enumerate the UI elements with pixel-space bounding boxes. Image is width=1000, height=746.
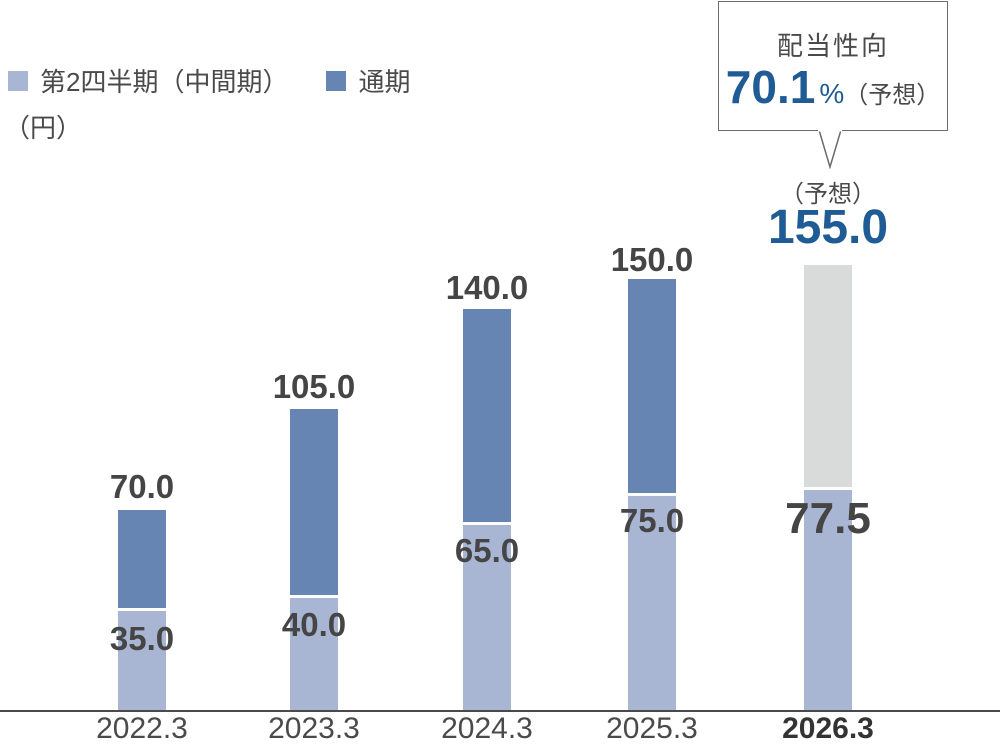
label-2025-full: 150.0 — [610, 241, 694, 278]
bar-2024-q2 — [463, 525, 511, 710]
bar-2023-q2 — [290, 598, 338, 710]
x-tick-2025: 2025.3 — [606, 712, 698, 745]
callout-value-row: 70.1 %（予想） — [719, 60, 947, 114]
label-2022-q2: 35.0 — [109, 620, 175, 657]
callout-title: 配当性向 — [776, 31, 889, 61]
label-2024-q2: 65.0 — [454, 532, 520, 569]
bar-2023-full — [290, 409, 338, 595]
x-tick-2023: 2023.3 — [268, 712, 360, 745]
payout-ratio-callout: 配当性向 70.1 %（予想） — [718, 1, 948, 131]
x-tick-2024: 2024.3 — [441, 712, 533, 745]
bar-2024-full — [463, 309, 511, 522]
forecast-total-value: 155.0 — [767, 201, 889, 254]
x-axis-line — [0, 710, 1000, 712]
legend: 第2四半期（中間期） 通期 — [8, 62, 448, 99]
x-tick-2026: 2026.3 — [782, 712, 874, 745]
callout-forecast-note: （予想） — [844, 82, 941, 109]
legend-swatch-full — [326, 70, 347, 91]
x-tick-2022: 2022.3 — [96, 712, 188, 745]
bar-2026-full-forecast — [804, 265, 852, 487]
bar-2022-q2 — [118, 611, 166, 710]
percent-sign: % — [819, 78, 845, 109]
label-2026-q2: 77.5 — [785, 494, 871, 543]
label-2024-full: 140.0 — [445, 269, 529, 306]
legend-item-full: 通期 — [326, 62, 410, 99]
label-2023-full: 105.0 — [272, 368, 356, 405]
bar-2025-full — [628, 279, 676, 493]
y-axis-unit: （円） — [4, 113, 83, 143]
bar-2022-full — [118, 510, 166, 608]
forecast-label: （予想） — [780, 181, 876, 208]
legend-swatch-q2 — [8, 70, 28, 91]
legend-label-full: 通期 — [358, 67, 411, 97]
payout-ratio-value: 70.1 — [725, 61, 816, 113]
legend-item-q2: 第2四半期（中間期） — [8, 62, 288, 99]
label-2022-full: 70.0 — [109, 468, 175, 505]
callout-pointer-icon — [818, 129, 842, 169]
bar-2026-q2 — [804, 490, 852, 710]
legend-label-q2: 第2四半期（中間期） — [40, 67, 289, 97]
bar-2025-q2 — [628, 496, 676, 710]
label-2025-q2: 75.0 — [619, 502, 685, 539]
label-2023-q2: 40.0 — [281, 606, 347, 643]
